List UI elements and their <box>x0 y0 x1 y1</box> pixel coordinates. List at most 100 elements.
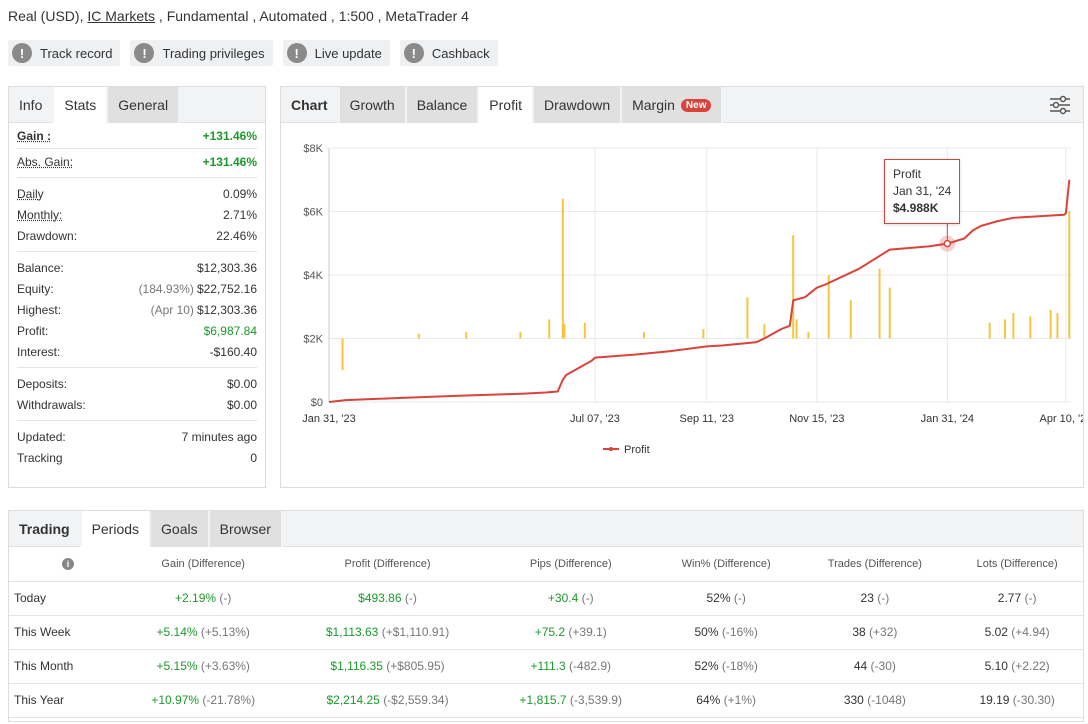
y-tick-label: $6K <box>303 207 323 219</box>
cell-win: 52% (-18%) <box>653 649 799 684</box>
stat-label: Highest: <box>17 302 62 317</box>
tab-growth[interactable]: Growth <box>339 87 407 123</box>
profit-bar <box>888 287 891 339</box>
tab-balance[interactable]: Balance <box>406 87 480 123</box>
cell-difference: (-) <box>873 591 890 605</box>
stat-label: Interest: <box>17 344 61 359</box>
badge-label: Live update <box>314 45 382 61</box>
stat-label: Drawdown: <box>17 228 78 243</box>
tab-drawdown[interactable]: Drawdown <box>533 87 623 123</box>
tab-periods[interactable]: Periods <box>81 511 152 547</box>
broker-link[interactable]: IC Markets <box>87 8 156 24</box>
stat-value: 2.71% <box>222 207 257 222</box>
tab-info[interactable]: Info <box>9 87 55 123</box>
cell-profit: $1,116.35 (+$805.95) <box>287 649 488 684</box>
live-update-badge[interactable]: ! Live update <box>282 40 390 66</box>
tab-trading[interactable]: Trading <box>9 511 82 547</box>
profit-chart[interactable]: $0 $2K $4K $6K $8K Jan 31, '23 Jul 07, '23 Sep … <box>281 124 1083 488</box>
profit-bar <box>548 319 551 339</box>
x-tick-label: Apr 10, '24 <box>1039 413 1083 425</box>
cell-gain: +5.15% (+3.63%) <box>119 649 288 684</box>
stat-label[interactable]: Monthly: <box>17 207 63 222</box>
cashback-badge[interactable]: ! Cashback <box>399 40 498 66</box>
cell-value: 64% <box>696 693 721 707</box>
cell-win: 64% (+1%) <box>653 683 799 718</box>
stat-label[interactable]: Daily <box>17 186 44 201</box>
x-tick-label: Sep 11, '23 <box>680 413 735 425</box>
cell-difference: (-30.30) <box>1009 693 1055 707</box>
cell-label: This Week <box>9 615 119 650</box>
stat-label[interactable]: Abs. Gain: <box>17 154 74 169</box>
cell-trades: 330 (-1048) <box>798 683 952 718</box>
stats-tabbar: Info Stats General <box>9 87 265 123</box>
stat-deposits: Deposits: $0.00 <box>17 373 257 394</box>
tab-general[interactable]: General <box>108 87 181 123</box>
stat-value: +131.46% <box>202 154 257 169</box>
profit-bar <box>583 322 586 339</box>
stat-label[interactable]: Gain : <box>17 128 52 143</box>
profit-bar <box>643 332 646 339</box>
cell-trades: 23 (-) <box>798 581 952 616</box>
cell-difference: (-21.78%) <box>199 693 256 707</box>
stat-gain: Gain : +131.46% <box>17 125 257 146</box>
cell-label: This Year <box>9 683 119 718</box>
badge-label: Cashback <box>431 45 490 61</box>
x-tick-label: Jan 31, '23 <box>302 413 355 425</box>
table-row: This Month +5.15% (+3.63%) $1,116.35 (+$80… <box>9 649 1083 684</box>
cell-pips: +111.3 (-482.9) <box>487 649 654 684</box>
cell-value: Today <box>14 591 47 605</box>
y-tick-label: $2K <box>303 334 323 346</box>
trading-privileges-badge[interactable]: ! Trading privileges <box>130 40 273 66</box>
divider <box>17 420 257 421</box>
cell-value: +10.97% <box>151 693 200 707</box>
info-icon[interactable]: i <box>62 557 74 570</box>
stat-withdrawals: Withdrawals: $0.00 <box>17 394 257 415</box>
cell-difference: (+1%) <box>720 693 757 707</box>
cell-profit: $493.86 (-) <box>287 581 488 616</box>
cell-pips: +1,815.7 (-3,539.9) <box>487 683 654 718</box>
cell-gain: +2.19% (-) <box>119 581 288 616</box>
cell-difference: (-1048) <box>863 693 906 707</box>
stat-daily: Daily 0.09% <box>17 183 257 204</box>
cell-difference: (-16%) <box>718 625 758 639</box>
periods-tabbar: Trading Periods Goals Browser <box>9 511 1083 547</box>
cell-value: $2,214.25 <box>326 693 380 707</box>
tab-chart[interactable]: Chart <box>281 87 340 123</box>
stat-label: Updated: <box>17 429 66 444</box>
col-lots: Lots (Difference) <box>951 547 1083 582</box>
y-tick-label: $8K <box>303 143 323 155</box>
stat-profit: Profit: $6,987.84 <box>17 320 257 341</box>
stat-value: +131.46% <box>202 128 257 143</box>
cell-trades: 44 (-30) <box>798 649 952 684</box>
profit-bar <box>792 235 795 339</box>
sliders-icon[interactable] <box>1049 95 1071 115</box>
x-tick-label: Nov 15, '23 <box>789 413 844 425</box>
cell-value: +1,815.7 <box>519 693 567 707</box>
tab-stats[interactable]: Stats <box>54 87 109 123</box>
cell-lots: 5.02 (+4.94) <box>951 615 1083 650</box>
badge-label: Trading privileges <box>162 45 265 61</box>
col-pips: Pips (Difference) <box>487 547 654 582</box>
tab-margin[interactable]: Margin New <box>622 87 724 123</box>
stat-drawdown: Drawdown: 22.46% <box>17 225 257 246</box>
cell-difference: (+5.13%) <box>197 625 250 639</box>
stats-list: Gain : +131.46% Abs. Gain: +131.46% Daily 0… <box>9 123 265 468</box>
cell-value: 44 <box>853 659 868 673</box>
track-record-badge[interactable]: ! Track record <box>8 40 121 66</box>
tab-goals[interactable]: Goals <box>151 511 210 547</box>
cell-value: 19.19 <box>979 693 1010 707</box>
stat-label: Equity: <box>17 281 54 296</box>
profit-line <box>328 179 1071 403</box>
cell-value: +30.4 <box>547 591 579 605</box>
stat-value: 7 minutes ago <box>181 429 257 444</box>
cell-difference: (+39.1) <box>565 625 607 639</box>
tab-browser[interactable]: Browser <box>209 511 283 547</box>
legend-label[interactable]: Profit <box>624 444 650 456</box>
hover-point[interactable] <box>943 239 952 248</box>
tab-profit[interactable]: Profit <box>479 87 534 123</box>
tooltip-value: $4.988K <box>893 201 939 215</box>
stat-label: Profit: <box>17 323 49 338</box>
exclamation-icon: ! <box>403 43 424 63</box>
cell-value: This Month <box>14 659 74 673</box>
cell-difference: (+2.22) <box>1007 659 1050 673</box>
